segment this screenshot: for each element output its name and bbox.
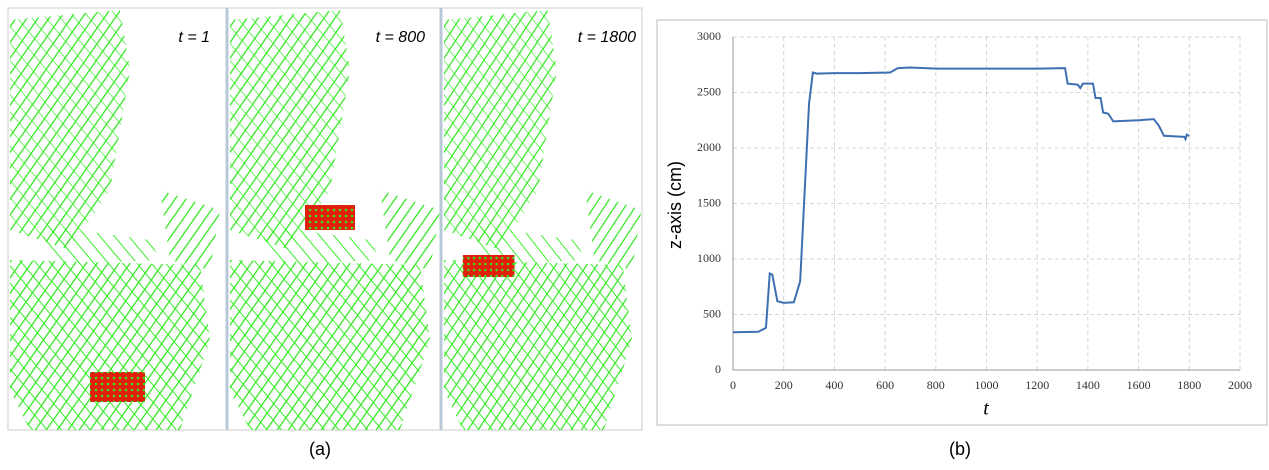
point-cloud bbox=[230, 10, 440, 430]
frame-label: t = 800 bbox=[376, 29, 425, 46]
point-cloud bbox=[10, 10, 220, 430]
x-tick-label: 600 bbox=[876, 378, 894, 392]
y-tick-label: 1000 bbox=[697, 251, 721, 265]
y-axis-label: z-axis (cm) bbox=[665, 161, 685, 249]
point-cloud bbox=[444, 10, 642, 430]
frame-label: t = 1 bbox=[178, 29, 210, 46]
x-tick-label: 0 bbox=[730, 378, 736, 392]
caption: (b) bbox=[949, 439, 971, 459]
y-tick-label: 3000 bbox=[697, 29, 721, 43]
x-tick-label: 1200 bbox=[1025, 378, 1049, 392]
x-tick-label: 400 bbox=[825, 378, 843, 392]
x-tick-label: 1600 bbox=[1127, 378, 1151, 392]
y-tick-label: 1500 bbox=[697, 195, 721, 209]
y-tick-label: 500 bbox=[703, 306, 721, 320]
x-tick-label: 800 bbox=[927, 378, 945, 392]
frame-label: t = 1800 bbox=[578, 29, 636, 46]
x-tick-label: 2000 bbox=[1228, 378, 1252, 392]
x-tick-label: 1400 bbox=[1076, 378, 1100, 392]
x-axis-label: t bbox=[983, 398, 989, 420]
chart-frame bbox=[656, 19, 1268, 426]
x-tick-label: 1800 bbox=[1177, 378, 1201, 392]
x-tick-label: 1000 bbox=[975, 378, 999, 392]
y-tick-label: 2500 bbox=[697, 84, 721, 98]
caption: (a) bbox=[309, 439, 331, 459]
y-tick-label: 0 bbox=[715, 362, 721, 376]
y-tick-label: 2000 bbox=[697, 140, 721, 154]
data-line bbox=[732, 66, 1190, 334]
x-tick-label: 200 bbox=[775, 378, 793, 392]
